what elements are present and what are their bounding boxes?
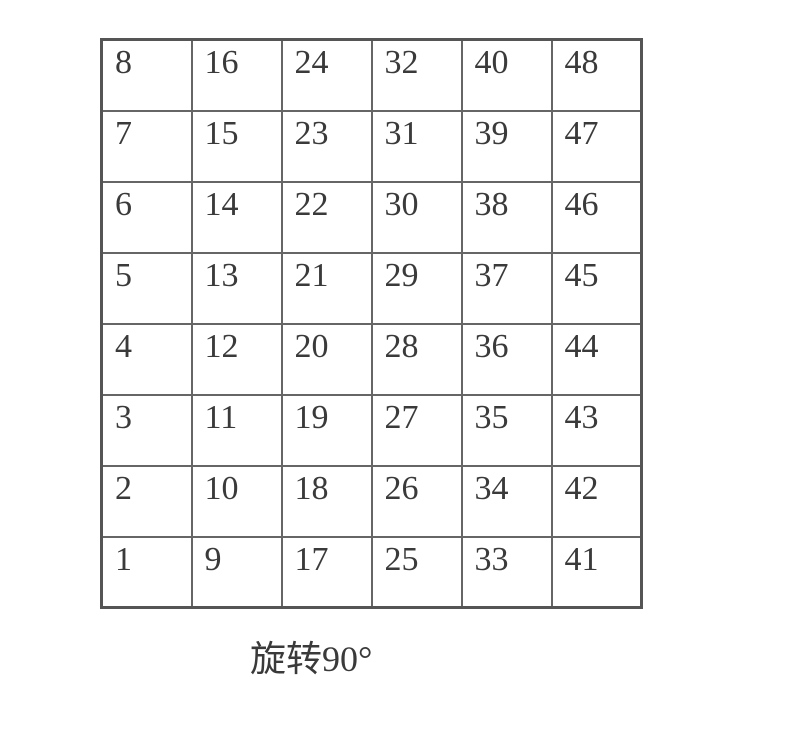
table-cell: 41 [552, 537, 642, 608]
table-cell: 4 [102, 324, 192, 395]
table-cell: 25 [372, 537, 462, 608]
table-cell: 5 [102, 253, 192, 324]
table-cell: 18 [282, 466, 372, 537]
table-cell: 21 [282, 253, 372, 324]
table-cell: 28 [372, 324, 462, 395]
table-cell: 22 [282, 182, 372, 253]
table-row: 7 15 23 31 39 47 [102, 111, 642, 182]
table-cell: 46 [552, 182, 642, 253]
table-cell: 11 [192, 395, 282, 466]
table-cell: 29 [372, 253, 462, 324]
table-caption: 旋转90° [250, 630, 372, 682]
table-cell: 19 [282, 395, 372, 466]
table-cell: 34 [462, 466, 552, 537]
table-cell: 35 [462, 395, 552, 466]
table-cell: 32 [372, 40, 462, 111]
table-cell: 24 [282, 40, 372, 111]
table-cell: 2 [102, 466, 192, 537]
table-row: 5 13 21 29 37 45 [102, 253, 642, 324]
table-row: 6 14 22 30 38 46 [102, 182, 642, 253]
table-cell: 30 [372, 182, 462, 253]
table-cell: 26 [372, 466, 462, 537]
table-cell: 37 [462, 253, 552, 324]
table-cell: 43 [552, 395, 642, 466]
table-cell: 15 [192, 111, 282, 182]
table-cell: 17 [282, 537, 372, 608]
table-cell: 23 [282, 111, 372, 182]
table-cell: 38 [462, 182, 552, 253]
table-cell: 10 [192, 466, 282, 537]
table-row: 1 9 17 25 33 41 [102, 537, 642, 608]
number-table: 8 16 24 32 40 48 7 15 23 31 39 47 6 14 2… [100, 38, 643, 609]
page-container: 8 16 24 32 40 48 7 15 23 31 39 47 6 14 2… [0, 0, 800, 730]
table-cell: 16 [192, 40, 282, 111]
table-cell: 6 [102, 182, 192, 253]
table-cell: 31 [372, 111, 462, 182]
table-cell: 9 [192, 537, 282, 608]
table-row: 8 16 24 32 40 48 [102, 40, 642, 111]
table-cell: 33 [462, 537, 552, 608]
table-cell: 36 [462, 324, 552, 395]
table-cell: 8 [102, 40, 192, 111]
table-cell: 45 [552, 253, 642, 324]
table-row: 4 12 20 28 36 44 [102, 324, 642, 395]
table-cell: 44 [552, 324, 642, 395]
table-cell: 39 [462, 111, 552, 182]
table-cell: 12 [192, 324, 282, 395]
table-cell: 14 [192, 182, 282, 253]
table-cell: 13 [192, 253, 282, 324]
table-cell: 27 [372, 395, 462, 466]
table-cell: 40 [462, 40, 552, 111]
table-cell: 1 [102, 537, 192, 608]
table-cell: 3 [102, 395, 192, 466]
table-cell: 48 [552, 40, 642, 111]
table-cell: 7 [102, 111, 192, 182]
table-cell: 20 [282, 324, 372, 395]
table-cell: 42 [552, 466, 642, 537]
table-wrapper: 8 16 24 32 40 48 7 15 23 31 39 47 6 14 2… [100, 38, 643, 609]
table-row: 3 11 19 27 35 43 [102, 395, 642, 466]
table-cell: 47 [552, 111, 642, 182]
table-row: 2 10 18 26 34 42 [102, 466, 642, 537]
